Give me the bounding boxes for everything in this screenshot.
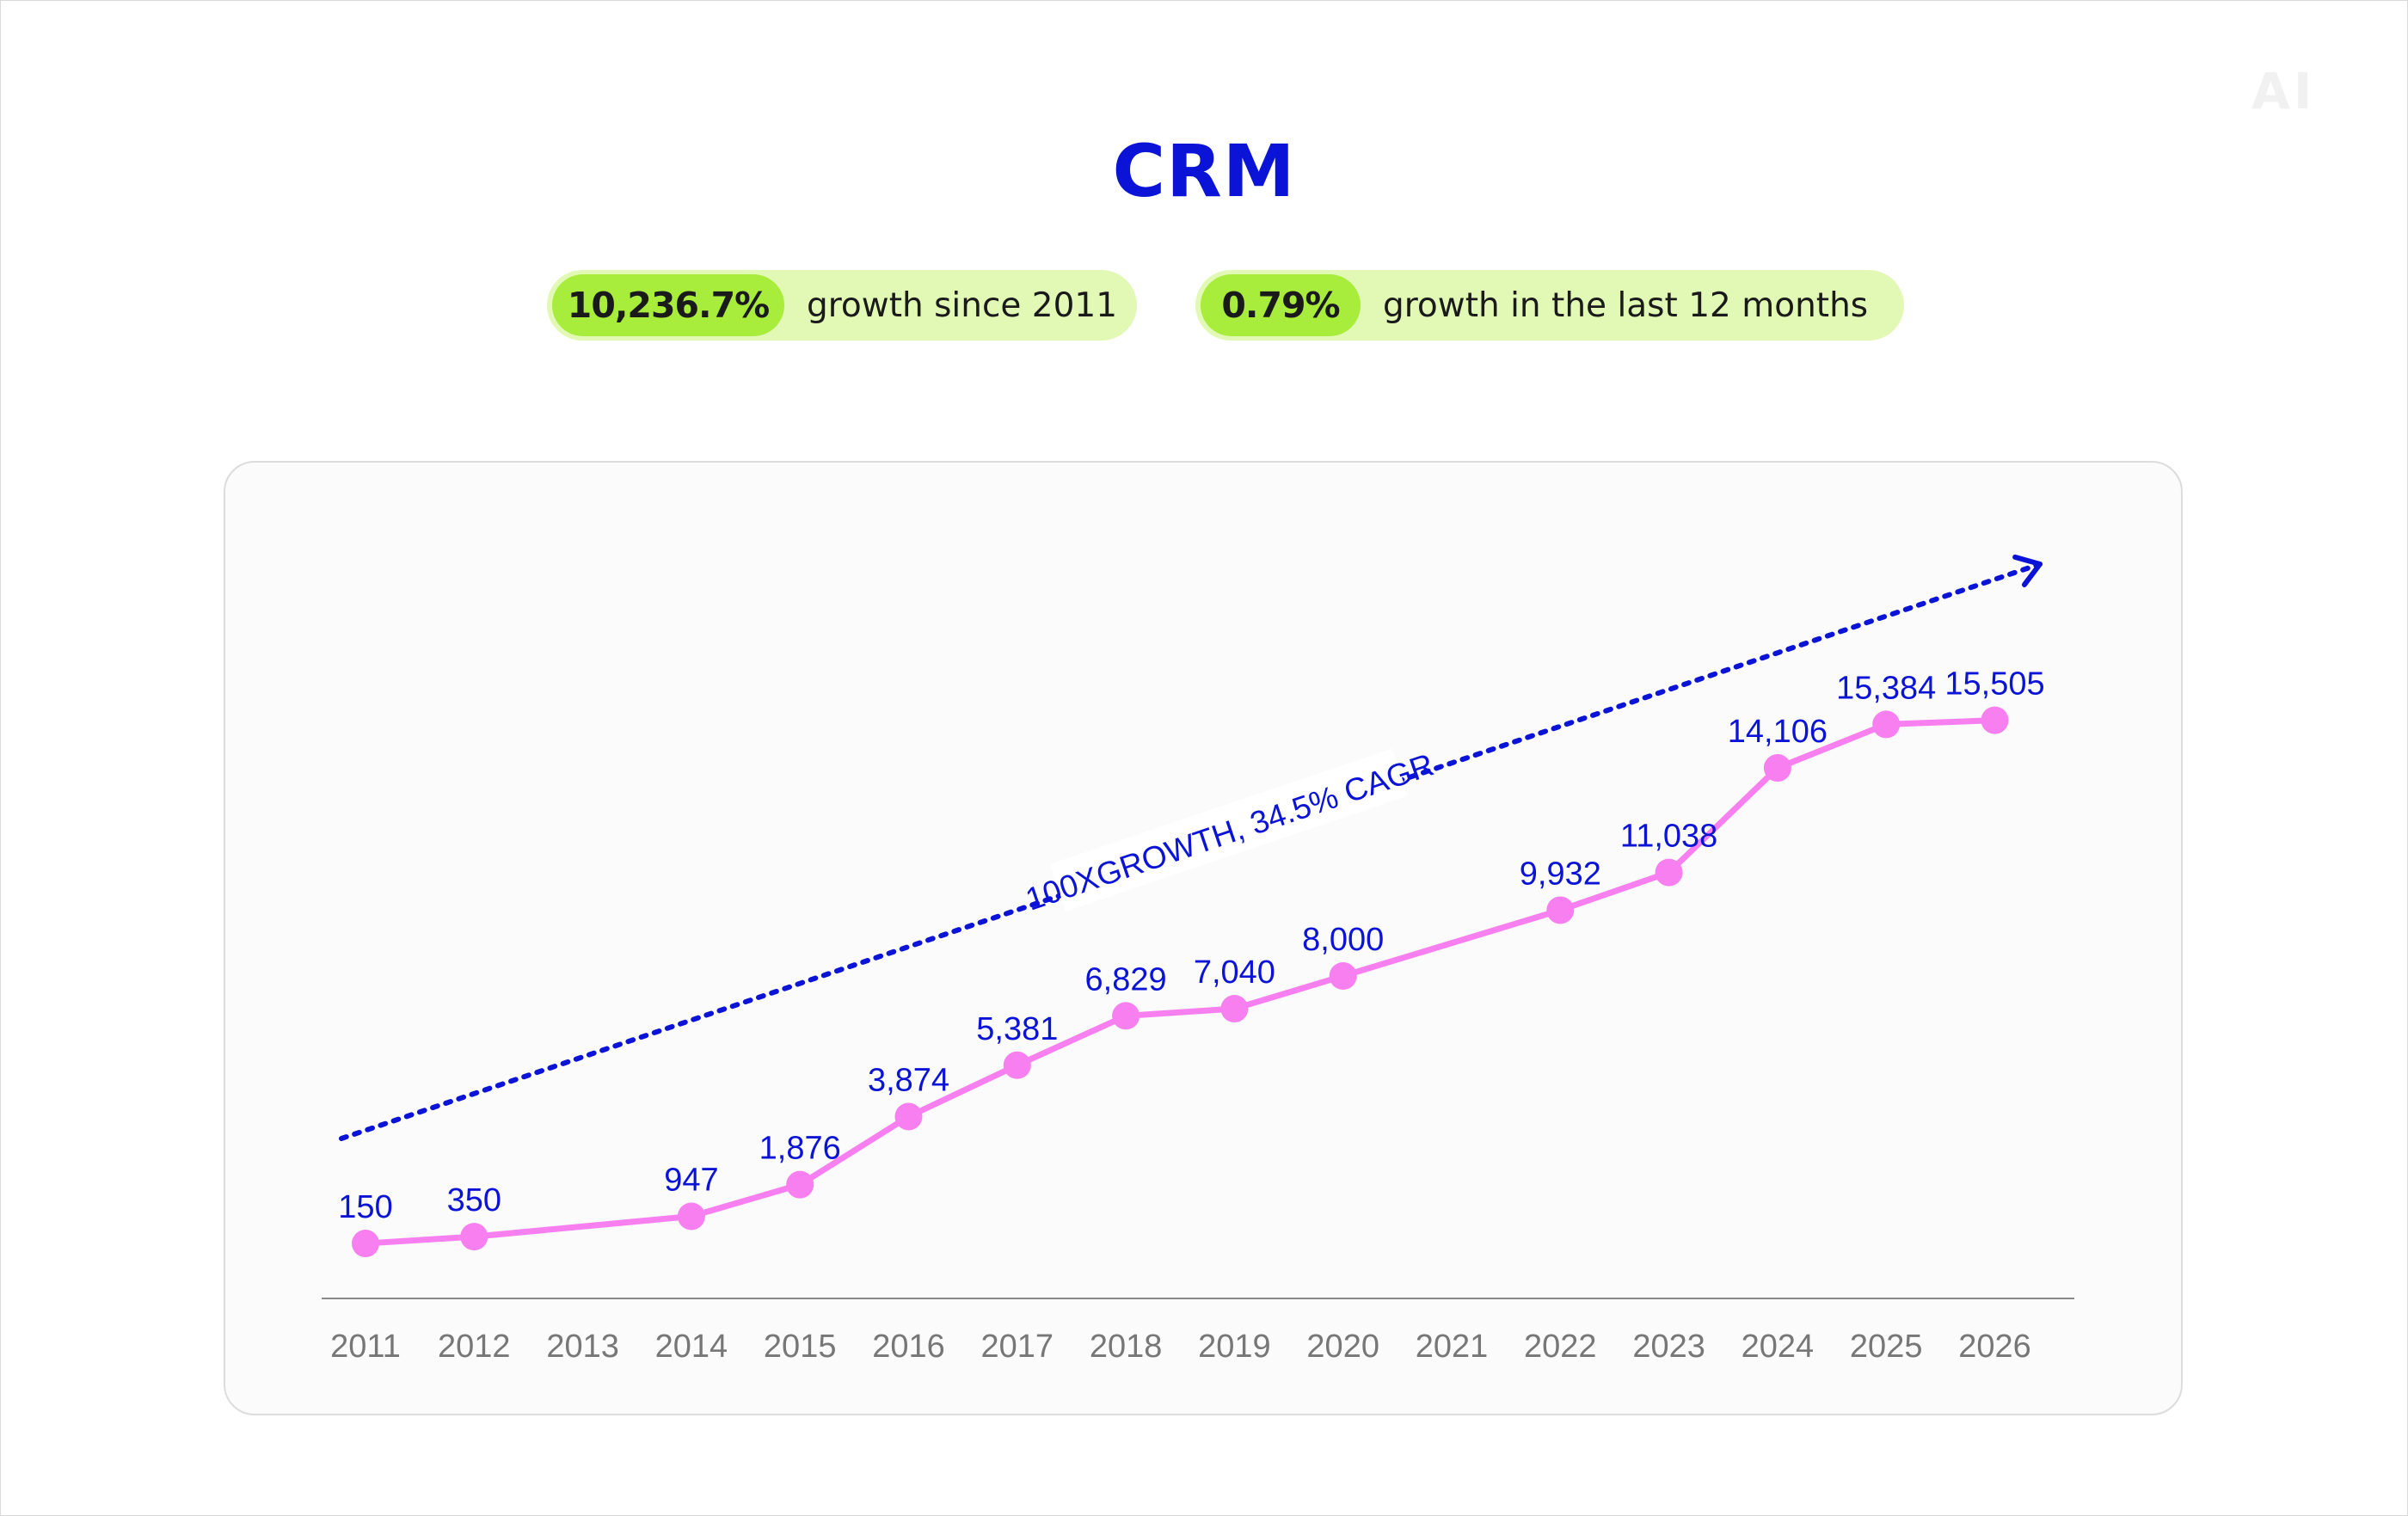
x-tick-label: 2018 bbox=[1090, 1329, 1163, 1365]
data-label: 15,505 bbox=[1944, 666, 2044, 703]
trend-annotation-label: 100XGROWTH, 34.5% CAGR bbox=[1022, 746, 1438, 917]
data-point bbox=[894, 1102, 923, 1131]
data-label: 1,876 bbox=[759, 1131, 841, 1167]
data-point bbox=[1763, 754, 1791, 783]
x-tick-label: 2011 bbox=[330, 1329, 401, 1365]
data-point bbox=[1546, 896, 1575, 924]
x-tick-label: 2012 bbox=[438, 1329, 511, 1365]
data-label: 14,106 bbox=[1728, 714, 1828, 750]
x-tick-label: 2026 bbox=[1958, 1329, 2031, 1365]
data-point bbox=[1981, 706, 2009, 734]
data-label: 15,384 bbox=[1836, 670, 1936, 706]
x-tick-label: 2022 bbox=[1524, 1329, 1597, 1365]
trend-annotation: 100XGROWTH, 34.5% CAGR bbox=[1022, 746, 1438, 917]
data-point bbox=[1872, 710, 1901, 739]
x-tick-label: 2020 bbox=[1306, 1329, 1379, 1365]
stat-text-total-growth: growth since 2011 bbox=[807, 285, 1118, 325]
stat-pill-total-growth: 10,236.7% growth since 2011 bbox=[547, 270, 1137, 341]
x-tick-label: 2021 bbox=[1416, 1329, 1489, 1365]
chart-card: 2011 2012 2013 2014 2015 2016 2017 2018 2019 2020… bbox=[224, 461, 2183, 1415]
stat-text-12-month-growth: growth in the last 12 months bbox=[1383, 285, 1869, 325]
x-tick-label: 2017 bbox=[981, 1329, 1054, 1365]
data-label: 3,874 bbox=[868, 1062, 949, 1098]
data-label: 7,040 bbox=[1194, 954, 1275, 991]
x-tick-label: 2015 bbox=[764, 1329, 837, 1365]
data-label: 9,932 bbox=[1520, 856, 1601, 892]
line-chart: 2011 2012 2013 2014 2015 2016 2017 2018 2019 2020… bbox=[322, 554, 2074, 1365]
data-point bbox=[1655, 858, 1683, 887]
x-tick-label: 2019 bbox=[1198, 1329, 1271, 1365]
x-tick-label: 2016 bbox=[872, 1329, 945, 1365]
data-point bbox=[1112, 1002, 1140, 1030]
x-tick-label: 2024 bbox=[1742, 1329, 1815, 1365]
stat-value-12-month-growth: 0.79% bbox=[1201, 274, 1361, 336]
data-label: 5,381 bbox=[976, 1011, 1058, 1047]
data-point bbox=[352, 1230, 379, 1258]
data-label: 6,829 bbox=[1085, 961, 1167, 997]
x-tick-label: 2023 bbox=[1632, 1329, 1705, 1365]
x-tick-label: 2013 bbox=[546, 1329, 619, 1365]
data-point bbox=[1220, 995, 1249, 1023]
data-point bbox=[677, 1202, 705, 1231]
data-label: 150 bbox=[338, 1189, 392, 1225]
stat-pill-12-month-growth: 0.79% growth in the last 12 months bbox=[1195, 270, 1904, 341]
data-point bbox=[1329, 962, 1357, 990]
data-label: 8,000 bbox=[1302, 922, 1384, 958]
ai-logo: AI bbox=[2251, 62, 2316, 120]
series-line bbox=[362, 717, 1998, 1247]
x-tick-label: 2014 bbox=[655, 1329, 728, 1365]
x-tick-label: 2025 bbox=[1850, 1329, 1923, 1365]
page-title: CRM bbox=[1112, 129, 1296, 213]
data-label: 947 bbox=[664, 1162, 718, 1198]
trend-arrowhead bbox=[2012, 554, 2042, 587]
data-point bbox=[460, 1223, 488, 1251]
data-point bbox=[786, 1170, 814, 1199]
data-label: 350 bbox=[447, 1182, 501, 1218]
stat-value-total-growth: 10,236.7% bbox=[552, 274, 784, 336]
data-label: 11,038 bbox=[1620, 819, 1717, 855]
data-point bbox=[1003, 1051, 1031, 1079]
trend-annotation-background bbox=[1049, 748, 1409, 911]
